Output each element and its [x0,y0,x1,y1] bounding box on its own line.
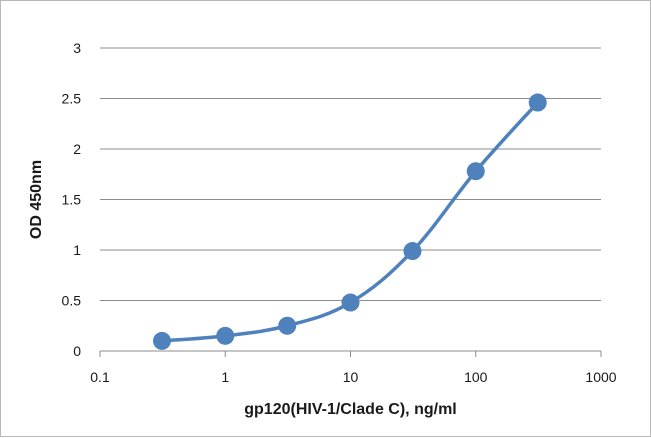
y-tick-label: 3 [73,40,81,56]
data-point [216,326,235,345]
data-point [278,316,297,335]
x-axis-title: gp120(HIV-1/Clade C), ng/ml [244,401,456,418]
data-series [152,93,547,350]
y-tick-label: 1 [73,242,81,258]
data-point [341,293,360,312]
x-tick-label: 1000 [585,369,616,385]
x-tick-label: 10 [343,369,359,385]
data-point [466,162,485,181]
y-tick-label: 0.5 [62,293,82,309]
axes [99,350,602,357]
x-tick-label: 0.1 [90,369,110,385]
data-point [403,242,422,261]
data-point [528,93,547,112]
y-tick-label: 2.5 [62,91,82,107]
gridlines [100,47,601,301]
y-tick-label: 1.5 [62,192,82,208]
y-tick-labels: 0 0.5 1 1.5 2 2.5 3 [62,40,82,359]
y-tick-label: 2 [73,141,81,157]
y-axis-title: OD 450nm [28,160,45,239]
x-tick-label: 100 [464,369,488,385]
data-point [152,331,171,350]
x-tick-labels: 0.1 1 10 100 1000 [90,369,617,385]
y-tick-label: 0 [73,343,81,359]
x-tick-label: 1 [221,369,229,385]
